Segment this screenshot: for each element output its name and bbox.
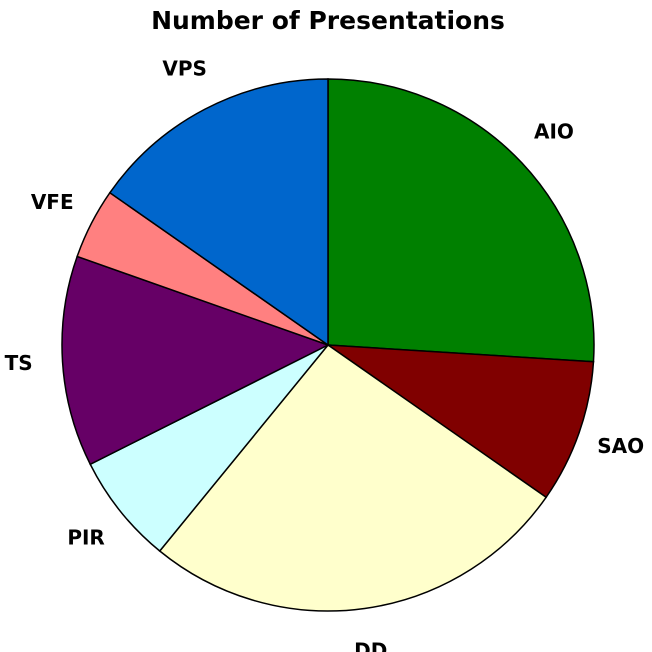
slice-label: AIO [534, 119, 574, 143]
pie-slice [108, 78, 329, 347]
pie-slice [61, 255, 330, 466]
pie-slice [327, 78, 595, 363]
slice-label: TS [5, 351, 33, 375]
slice-label: DD [354, 639, 387, 652]
chart-title: Number of Presentations [151, 6, 505, 35]
slice-label: VPS [162, 57, 207, 81]
pie-slice [158, 343, 548, 612]
slice-label: SAO [597, 434, 644, 458]
slice-label: PIR [67, 525, 105, 549]
slice-label: VFE [31, 190, 74, 214]
pie-slice [89, 344, 329, 553]
pie-slice [325, 344, 595, 499]
